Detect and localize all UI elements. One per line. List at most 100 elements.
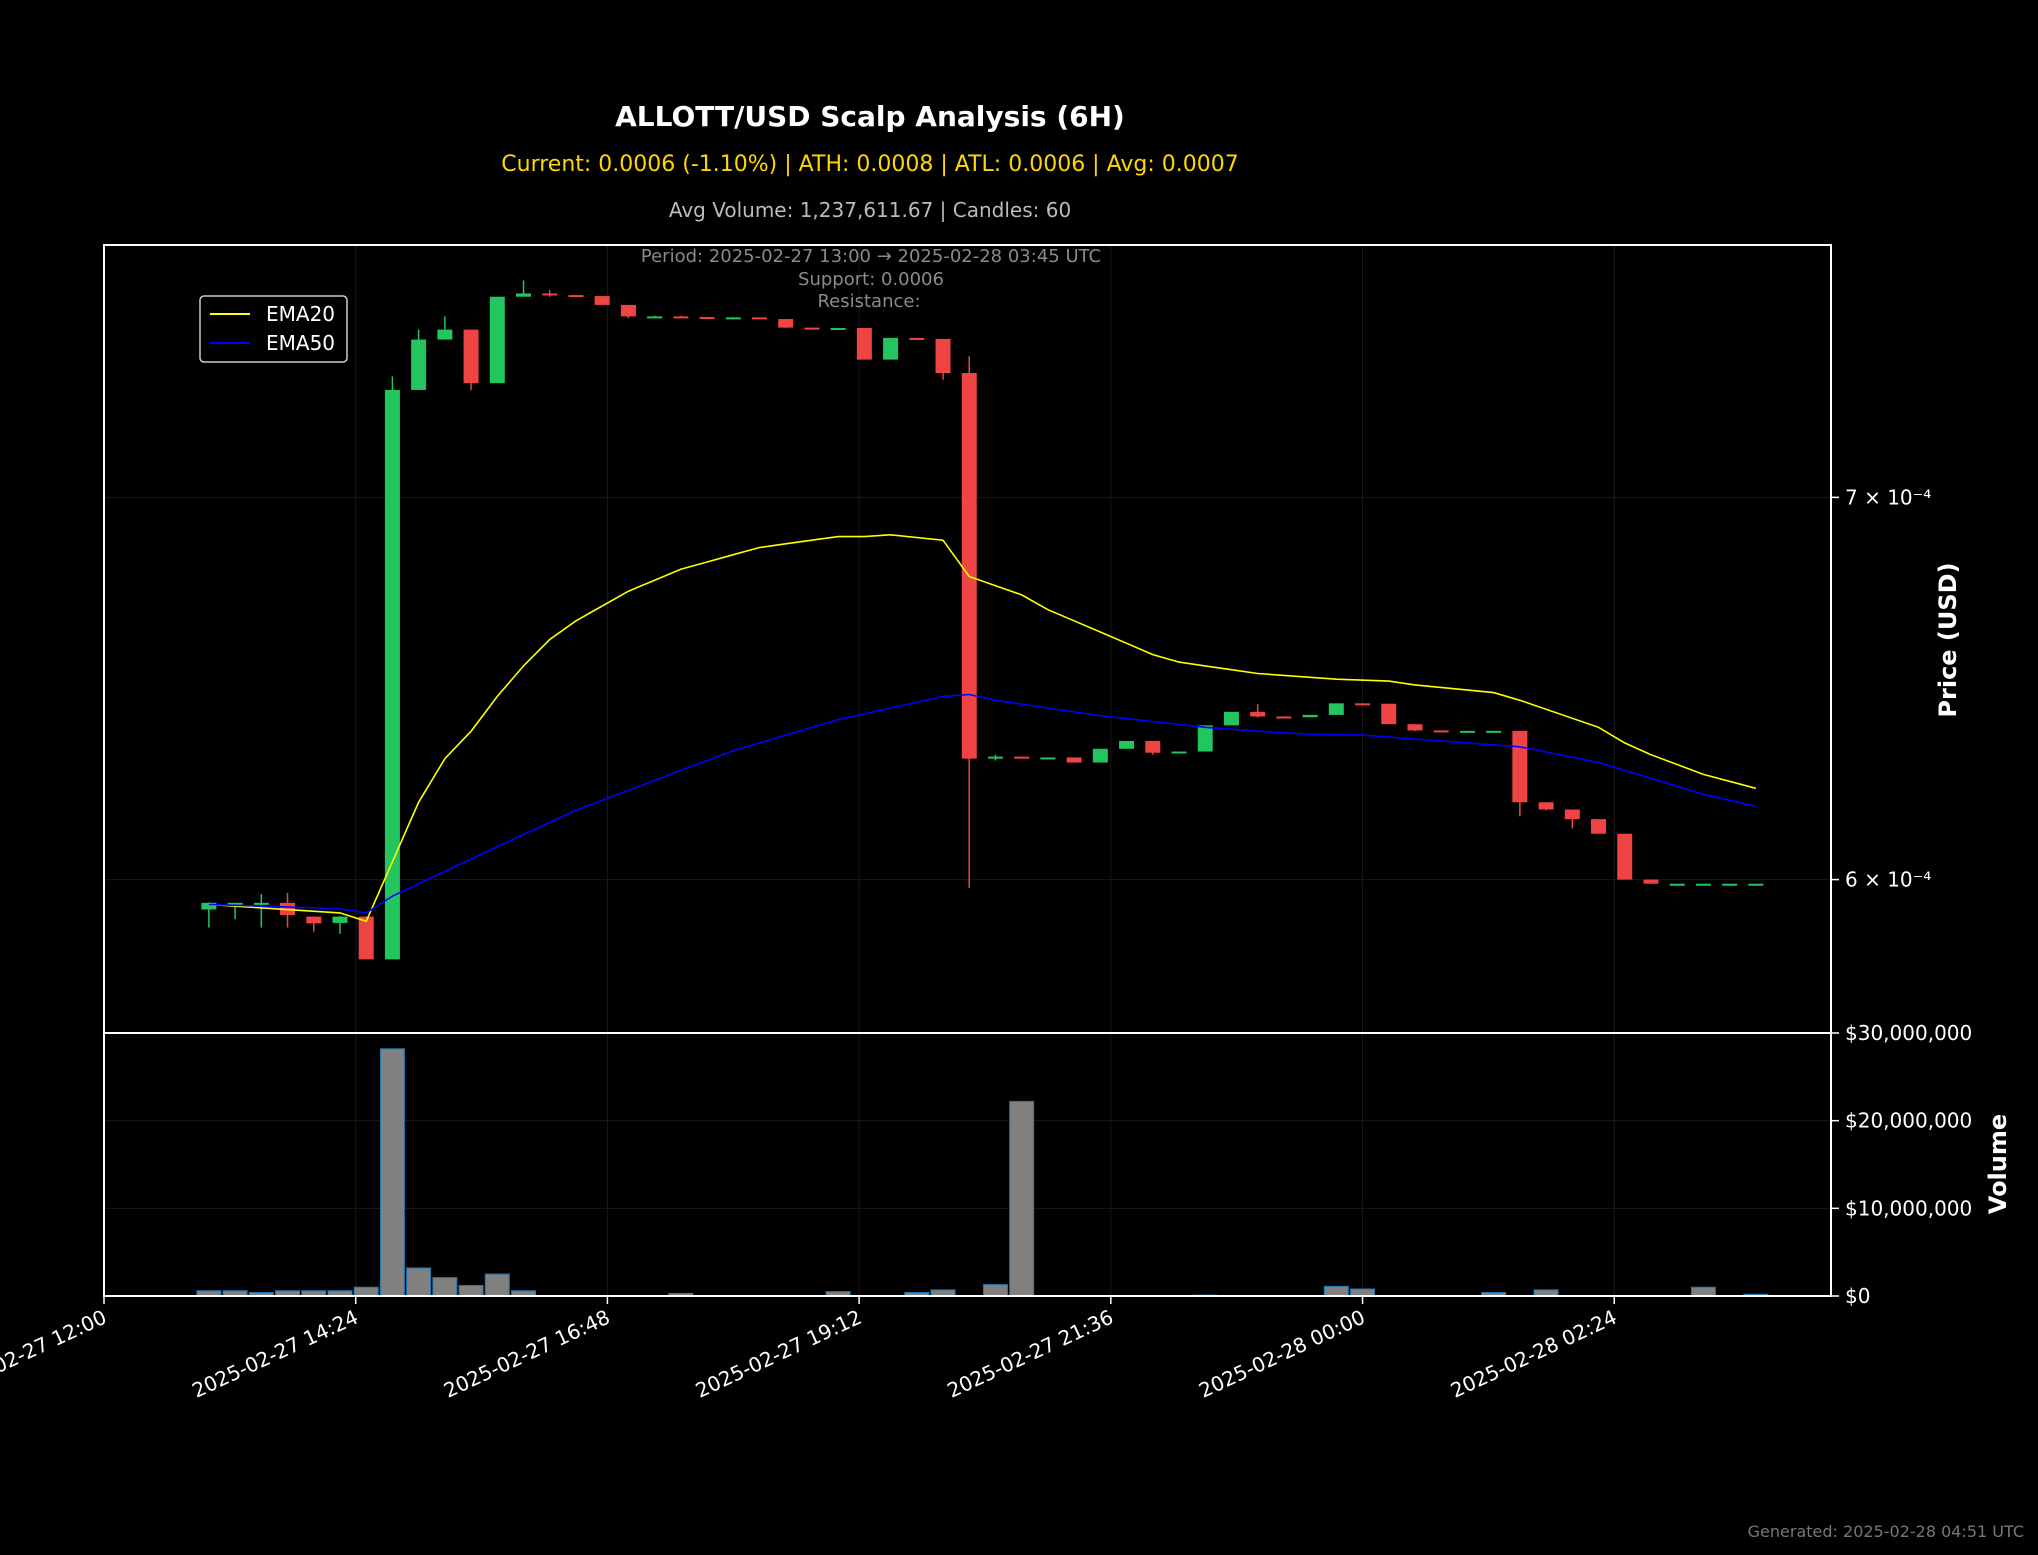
candle-body — [647, 316, 663, 319]
candle-body — [909, 337, 925, 340]
candle-body — [437, 329, 453, 340]
candle-body — [987, 756, 1003, 759]
candle-body — [332, 916, 348, 923]
x-tick-label: 2025-02-27 12:00 — [0, 1305, 110, 1403]
x-tick-label: 2025-02-28 00:00 — [1195, 1305, 1368, 1403]
candles-group — [201, 280, 1764, 960]
candle-body — [489, 296, 505, 384]
candle-body — [804, 327, 820, 330]
ema-line-ema50 — [208, 693, 1756, 914]
candle-body — [1617, 833, 1633, 880]
volume-y-tick-label: $0 — [1845, 1284, 1870, 1308]
volume-bar — [406, 1267, 432, 1297]
price-summary: Current: 0.0006 (-1.10%) | ATH: 0.0008 |… — [501, 152, 1239, 177]
candle-body — [883, 337, 899, 360]
candle-body — [620, 304, 636, 317]
candle-body — [1197, 725, 1213, 752]
volume-bar — [1350, 1288, 1376, 1297]
x-tick-label: 2025-02-27 19:12 — [692, 1305, 865, 1403]
candle-body — [1381, 703, 1397, 725]
candle-body — [516, 293, 532, 297]
candle-body — [830, 327, 846, 330]
volume-bars-group — [196, 1048, 1769, 1297]
volume-bar — [432, 1277, 458, 1297]
candle-body — [1040, 757, 1056, 760]
x-tick-label: 2025-02-27 14:24 — [188, 1305, 361, 1403]
candle-body — [1223, 711, 1239, 726]
volume-bar — [484, 1273, 510, 1297]
legend-box — [199, 295, 348, 363]
candle-body — [1145, 740, 1161, 753]
candle-body — [1014, 756, 1030, 759]
candle-body — [1171, 751, 1187, 754]
legend-ema20-label: EMA20 — [266, 302, 335, 326]
volume-bar — [1690, 1286, 1716, 1297]
generated-timestamp: Generated: 2025-02-28 04:51 UTC — [1747, 1522, 2024, 1541]
candle-body — [778, 319, 794, 328]
candle-body — [463, 329, 479, 384]
candle-body — [1695, 883, 1711, 886]
candle-body — [358, 916, 374, 960]
candle-body — [856, 327, 872, 360]
candle-body — [935, 338, 951, 374]
price-y-tick-label: 7 × 10⁻⁴ — [1845, 485, 1931, 509]
candle-body — [201, 902, 217, 910]
candle-body — [1538, 802, 1554, 810]
candle-body — [1092, 748, 1108, 763]
volume-bar — [379, 1048, 405, 1297]
candle-body — [384, 389, 400, 960]
candle-body — [1591, 819, 1607, 834]
candle-body — [1748, 883, 1764, 886]
legend: EMA20 EMA50 — [199, 295, 348, 363]
x-tick-label: 2025-02-28 02:24 — [1447, 1305, 1620, 1403]
volume-y-tick-label: $20,000,000 — [1845, 1109, 1972, 1133]
volume-y-tick-label: $10,000,000 — [1845, 1196, 1972, 1220]
candle-body — [1722, 883, 1738, 886]
candle-body — [1302, 714, 1318, 718]
volume-y-axis-label: Volume — [1984, 1114, 2012, 1214]
volume-plot-frame — [103, 1032, 1832, 1297]
volume-grid — [103, 1032, 1831, 1297]
volume-bar — [353, 1286, 379, 1297]
candle-body — [1355, 703, 1371, 706]
x-tick-label: 2025-02-27 21:36 — [943, 1305, 1116, 1403]
candle-body — [1407, 724, 1423, 731]
candle-body — [227, 902, 243, 905]
info-support: Support: 0.0006 — [798, 269, 944, 290]
info-period: Period: 2025-02-27 13:00 → 2025-02-28 03… — [641, 246, 1101, 267]
price-y-axis: 7 × 10⁻⁴ 6 × 10⁻⁴ — [1831, 485, 1931, 892]
candle-body — [961, 373, 977, 759]
candle-body — [1486, 730, 1502, 733]
candle-body — [751, 317, 767, 320]
candle-body — [306, 916, 322, 924]
candle-body — [542, 293, 558, 296]
candle-body — [253, 902, 269, 905]
volume-bar — [1009, 1100, 1035, 1297]
candle-body — [1276, 716, 1292, 719]
x-axis: 2025-02-27 12:00 2025-02-27 14:24 2025-02-… — [0, 1296, 1620, 1403]
candle-body — [673, 316, 689, 319]
volume-bar — [1323, 1285, 1349, 1297]
candle-body — [411, 339, 427, 390]
ema-lines-group — [208, 533, 1757, 923]
candle-body — [1066, 757, 1082, 763]
candle-body — [1459, 730, 1475, 733]
candle-body — [1433, 730, 1449, 733]
candle-body — [1328, 703, 1344, 715]
legend-ema50-label: EMA50 — [266, 331, 335, 355]
volume-y-axis: $0 $10,000,000 $20,000,000 $30,000,000 — [1831, 1021, 1972, 1308]
info-resistance: Resistance: — [817, 291, 920, 312]
volume-summary: Avg Volume: 1,237,611.67 | Candles: 60 — [668, 198, 1072, 222]
price-y-tick-label: 6 × 10⁻⁴ — [1845, 868, 1931, 892]
candle-body — [594, 296, 610, 305]
volume-bar — [982, 1284, 1008, 1297]
ema-line-ema20 — [208, 533, 1757, 923]
chart-title: ALLOTT/USD Scalp Analysis (6H) — [615, 100, 1125, 133]
candle-body — [1119, 740, 1135, 749]
candle-body — [725, 317, 741, 320]
volume-y-tick-label: $30,000,000 — [1845, 1021, 1972, 1045]
candle-body — [1250, 711, 1266, 717]
candle-body — [1564, 809, 1580, 820]
candle-body — [1669, 883, 1685, 886]
